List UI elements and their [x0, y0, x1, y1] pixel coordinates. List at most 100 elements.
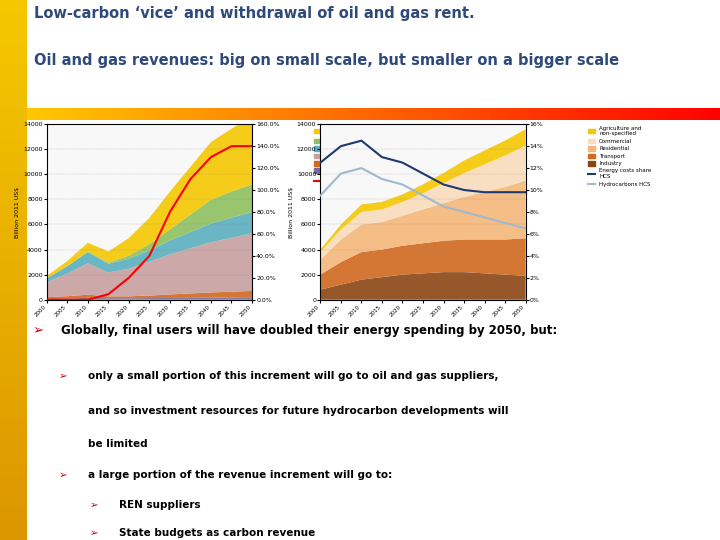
Bar: [0, 470, 27, 471]
Bar: [0, 272, 27, 274]
Text: Low-carbon ‘vice’ and withdrawal of oil and gas rent.: Low-carbon ‘vice’ and withdrawal of oil …: [35, 6, 475, 21]
Bar: [711, 108, 713, 120]
Bar: [0, 471, 27, 474]
Bar: [0, 444, 27, 447]
Bar: [0, 29, 27, 31]
Bar: [235, 108, 237, 120]
Bar: [0, 191, 27, 193]
Bar: [0, 306, 27, 308]
Bar: [0, 227, 27, 228]
Bar: [41, 108, 43, 120]
Bar: [263, 108, 264, 120]
Bar: [0, 255, 27, 258]
Bar: [640, 108, 642, 120]
Bar: [0, 466, 27, 468]
Bar: [244, 108, 246, 120]
Bar: [60, 108, 62, 120]
Bar: [242, 108, 244, 120]
Bar: [588, 108, 590, 120]
Bar: [587, 108, 588, 120]
Bar: [0, 504, 27, 506]
Bar: [289, 108, 291, 120]
Bar: [0, 7, 27, 9]
Bar: [168, 108, 169, 120]
Bar: [629, 108, 630, 120]
Bar: [0, 389, 27, 390]
Bar: [438, 108, 439, 120]
Bar: [0, 295, 27, 297]
Bar: [0, 382, 27, 383]
Bar: [512, 108, 514, 120]
Bar: [0, 110, 27, 112]
Bar: [690, 108, 693, 120]
Bar: [0, 369, 27, 371]
Bar: [429, 108, 431, 120]
Bar: [91, 108, 93, 120]
Bar: [0, 106, 27, 108]
Bar: [109, 108, 110, 120]
Bar: [526, 108, 528, 120]
Bar: [282, 108, 284, 120]
Bar: [0, 317, 27, 319]
Bar: [0, 299, 27, 301]
Bar: [207, 108, 210, 120]
Bar: [0, 131, 27, 133]
Bar: [0, 38, 27, 39]
Bar: [259, 108, 261, 120]
Bar: [0, 126, 27, 128]
Bar: [0, 447, 27, 448]
Bar: [251, 108, 253, 120]
Bar: [0, 130, 27, 131]
Bar: [0, 157, 27, 158]
Bar: [81, 108, 83, 120]
Bar: [0, 331, 27, 333]
Bar: [0, 90, 27, 92]
Bar: [606, 108, 608, 120]
Bar: [374, 108, 375, 120]
Bar: [0, 128, 27, 130]
Bar: [687, 108, 689, 120]
Bar: [212, 108, 215, 120]
Bar: [237, 108, 238, 120]
Bar: [0, 275, 27, 277]
Bar: [518, 108, 519, 120]
Bar: [413, 108, 415, 120]
Bar: [600, 108, 602, 120]
Bar: [592, 108, 593, 120]
Bar: [0, 309, 27, 312]
Bar: [271, 108, 274, 120]
Bar: [171, 108, 173, 120]
Bar: [189, 108, 190, 120]
Bar: [0, 511, 27, 513]
Bar: [0, 376, 27, 378]
Bar: [472, 108, 474, 120]
Bar: [180, 108, 181, 120]
Bar: [0, 231, 27, 232]
Bar: [0, 72, 27, 74]
Bar: [634, 108, 635, 120]
Bar: [400, 108, 401, 120]
Bar: [0, 481, 27, 482]
Bar: [519, 108, 521, 120]
Bar: [270, 108, 271, 120]
Bar: [0, 450, 27, 452]
Bar: [276, 108, 279, 120]
Bar: [531, 108, 533, 120]
Bar: [0, 528, 27, 529]
Bar: [0, 4, 27, 5]
Bar: [126, 108, 127, 120]
Bar: [0, 279, 27, 281]
Bar: [0, 243, 27, 245]
Bar: [370, 108, 372, 120]
Bar: [602, 108, 604, 120]
Bar: [0, 270, 27, 272]
Bar: [646, 108, 647, 120]
Bar: [67, 108, 69, 120]
Bar: [361, 108, 364, 120]
Bar: [300, 108, 301, 120]
Bar: [0, 220, 27, 221]
Bar: [121, 108, 122, 120]
Bar: [143, 108, 145, 120]
Bar: [0, 443, 27, 444]
Bar: [528, 108, 529, 120]
